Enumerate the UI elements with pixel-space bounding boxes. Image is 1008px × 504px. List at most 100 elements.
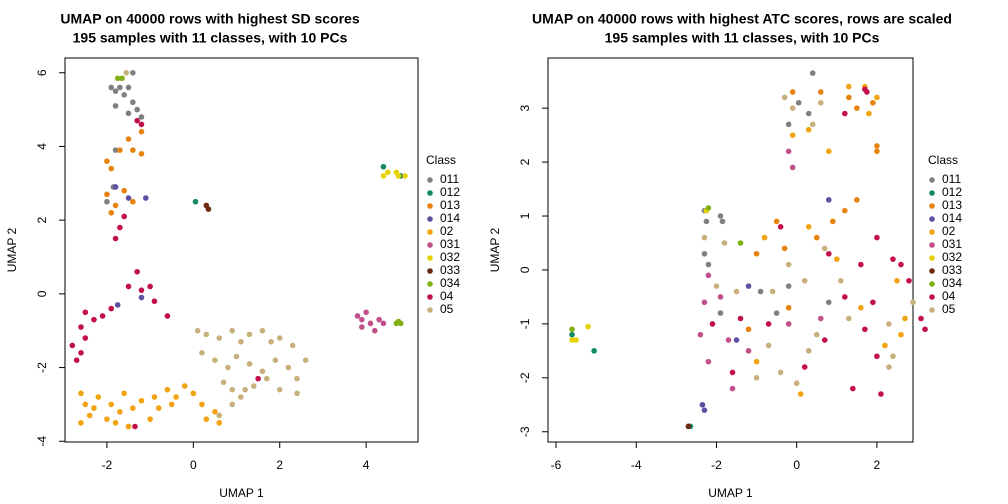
point (785, 304, 792, 311)
point (753, 250, 760, 257)
point (251, 383, 257, 389)
point (125, 283, 132, 290)
point (112, 202, 119, 209)
point (898, 331, 904, 338)
point (112, 103, 119, 109)
point (199, 350, 205, 356)
point (78, 390, 84, 397)
legend-marker (427, 203, 433, 209)
point (242, 386, 248, 393)
point (745, 326, 752, 333)
legend-marker (427, 229, 433, 235)
legend-marker (427, 190, 433, 196)
point (846, 315, 852, 322)
point (371, 327, 378, 334)
point (870, 299, 876, 306)
legend-label: 032 (440, 250, 460, 264)
point (114, 302, 121, 308)
legend-label: 032 (942, 250, 962, 264)
legend-marker (427, 281, 433, 287)
x-axis-label: UMAP 1 (219, 486, 264, 500)
point (882, 342, 888, 349)
legend-label: 013 (440, 198, 460, 212)
point (894, 277, 900, 284)
point (294, 390, 300, 397)
plot-frame (547, 57, 914, 443)
point (91, 405, 97, 411)
legend-label: 033 (440, 263, 460, 277)
point (777, 369, 784, 376)
legend-marker (427, 242, 433, 248)
point (785, 148, 792, 155)
point (825, 299, 832, 306)
y-tick-label: -3 (518, 426, 532, 437)
point (874, 94, 880, 101)
legend-marker (929, 307, 935, 313)
legend-label: 05 (440, 302, 454, 316)
point (104, 158, 110, 164)
point (745, 283, 752, 289)
point (216, 412, 223, 419)
point (108, 209, 115, 216)
point (685, 423, 692, 430)
chart-title: UMAP on 40000 rows with highest SD score… (60, 11, 359, 27)
point (769, 288, 776, 295)
point (709, 321, 716, 327)
point (238, 338, 244, 345)
y-tick-label: 0 (518, 266, 532, 273)
legend-label: 05 (942, 302, 956, 316)
legend-label: 014 (440, 211, 460, 225)
point (259, 327, 266, 334)
point (95, 394, 102, 400)
point (192, 198, 199, 205)
point (151, 394, 158, 400)
point (801, 277, 808, 284)
legend-marker (929, 216, 935, 222)
legend-marker (929, 190, 935, 196)
point (821, 337, 828, 343)
point (104, 191, 110, 198)
y-tick-label: -4 (35, 436, 49, 447)
point (121, 213, 127, 220)
point (569, 331, 575, 338)
point (203, 416, 210, 422)
point (842, 207, 848, 214)
point (117, 408, 123, 415)
y-axis-label: UMAP 2 (488, 227, 502, 272)
point (69, 342, 76, 349)
point (854, 105, 860, 111)
point (246, 331, 253, 338)
point (130, 405, 136, 411)
legend-label: 033 (942, 263, 962, 277)
point (117, 84, 123, 91)
point (164, 313, 171, 319)
point (380, 173, 387, 179)
point (886, 364, 892, 370)
point (155, 405, 162, 411)
point (890, 353, 896, 360)
point (112, 88, 119, 94)
point (225, 364, 231, 371)
y-tick-label: -1 (518, 318, 532, 329)
point (117, 147, 123, 153)
point (846, 83, 852, 90)
point (729, 385, 736, 392)
point (134, 268, 140, 275)
point (121, 187, 127, 194)
legend-marker (929, 294, 935, 300)
point (121, 92, 127, 98)
legend-marker (929, 177, 935, 183)
point (78, 350, 84, 356)
point (397, 320, 404, 327)
point (785, 261, 792, 268)
point (402, 173, 408, 179)
point (194, 327, 201, 334)
point (817, 315, 824, 322)
point (725, 337, 732, 343)
point (789, 132, 796, 138)
point (733, 288, 740, 295)
point (910, 299, 916, 306)
legend-marker (929, 203, 935, 209)
point (130, 69, 136, 76)
point (181, 383, 188, 389)
